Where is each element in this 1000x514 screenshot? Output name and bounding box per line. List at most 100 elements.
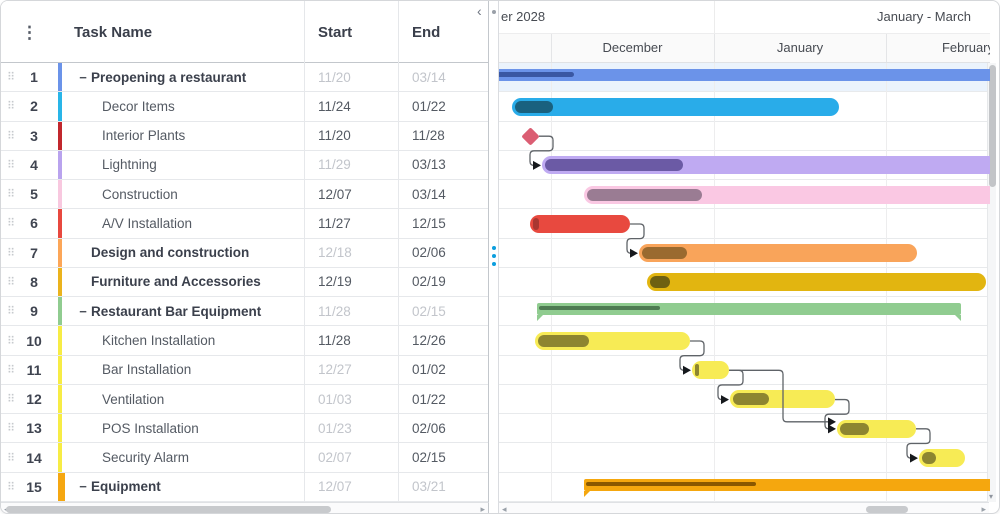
summary-taskbar[interactable] <box>584 478 990 497</box>
vertical-scroll-thumb[interactable] <box>989 65 996 187</box>
table-row[interactable]: ⠿ 1− Preopening a restaurant 11/20 03/14 <box>1 63 488 93</box>
drag-handle-icon[interactable]: ⠿ <box>7 71 15 84</box>
timeline-month-label: January <box>776 40 824 55</box>
task-name-cell: Decor Items <box>58 92 304 120</box>
summary-taskbar[interactable] <box>537 303 961 322</box>
table-row[interactable]: ⠿ 7 Design and construction 12/18 02/06 <box>1 238 488 268</box>
taskbar[interactable] <box>730 390 835 409</box>
chart-row <box>499 239 990 268</box>
drag-handle-icon[interactable]: ⠿ <box>7 364 15 377</box>
drag-handle-icon[interactable]: ⠿ <box>7 188 15 201</box>
table-row[interactable]: ⠿ 8 Furniture and Accessories 12/19 02/19 <box>1 267 488 298</box>
task-color-strip <box>58 150 62 180</box>
table-row[interactable]: ⠿ 12 Ventilation 01/03 01/22 <box>1 384 488 415</box>
taskbar[interactable] <box>919 448 965 467</box>
task-color-strip <box>58 443 62 472</box>
drag-handle-icon[interactable]: ⠿ <box>7 305 15 318</box>
taskbar[interactable] <box>639 244 917 263</box>
grid-horizontal-scrollbar[interactable]: ◂ ▸ <box>1 502 489 514</box>
column-header-end[interactable]: End <box>398 1 489 63</box>
splitter-collapse-left-icon[interactable]: ‹ <box>477 3 482 19</box>
task-name-label: Furniture and Accessories <box>91 274 261 290</box>
taskbar-progress <box>515 100 553 113</box>
column-header-start[interactable]: Start <box>304 1 398 63</box>
drag-handle-icon[interactable]: ⠿ <box>7 452 15 465</box>
start-date-cell: 11/27 <box>304 209 398 238</box>
table-row[interactable]: ⠿ 6 A/V Installation 11/27 12/15 <box>1 209 488 239</box>
taskbar[interactable] <box>512 97 839 116</box>
drag-handle-icon[interactable]: ⠿ <box>7 481 15 494</box>
task-name-cell: Construction <box>58 180 304 208</box>
scroll-down-icon[interactable]: ▾ <box>989 492 994 501</box>
taskbar-progress <box>538 334 589 347</box>
task-name-label: Interior Plants <box>102 128 186 144</box>
collapse-row-icon[interactable]: − <box>79 303 87 319</box>
end-date-cell: 12/15 <box>398 209 488 238</box>
table-row[interactable]: ⠿ 4 Lightning 11/29 03/13 <box>1 150 488 181</box>
grid-scroll-thumb[interactable] <box>6 506 331 513</box>
task-name-label: Design and construction <box>91 245 250 261</box>
drag-handle-icon[interactable]: ⠿ <box>7 393 15 406</box>
chart-row <box>499 92 990 122</box>
end-date-cell: 02/19 <box>398 267 488 297</box>
drag-handle-icon[interactable]: ⠿ <box>7 217 15 230</box>
row-number: 1 <box>30 69 38 86</box>
taskbar[interactable] <box>837 419 916 438</box>
table-row[interactable]: ⠿ 5 Construction 12/07 03/14 <box>1 180 488 210</box>
taskbar-progress <box>587 188 702 201</box>
timeline-range-label: er 2028 <box>501 9 546 24</box>
taskbar[interactable] <box>692 361 729 380</box>
table-row[interactable]: ⠿ 3 Interior Plants 11/20 11/28 <box>1 121 488 151</box>
scroll-right-icon[interactable]: ▸ <box>981 504 986 514</box>
start-date-cell: 11/29 <box>304 150 398 180</box>
table-row[interactable]: ⠿ 11 Bar Installation 12/27 01/02 <box>1 355 488 385</box>
table-row[interactable]: ⠿ 10 Kitchen Installation 11/28 12/26 <box>1 326 488 356</box>
taskbar[interactable] <box>530 214 630 233</box>
row-number: 6 <box>30 215 38 232</box>
chart-row <box>499 326 990 356</box>
row-number: 14 <box>26 449 42 466</box>
splitter-grip[interactable] <box>491 246 496 270</box>
chart-body <box>499 63 990 502</box>
taskbar[interactable] <box>542 156 990 175</box>
drag-handle-icon[interactable]: ⠿ <box>7 130 15 143</box>
summary-taskbar[interactable] <box>499 69 990 81</box>
chart-scroll-thumb[interactable] <box>866 506 908 513</box>
row-number: 9 <box>30 303 38 320</box>
drag-handle-icon[interactable]: ⠿ <box>7 159 15 172</box>
taskbar[interactable] <box>584 185 990 204</box>
scroll-right-icon[interactable]: ▸ <box>480 504 485 514</box>
scroll-left-icon[interactable]: ◂ <box>502 504 507 514</box>
chart-panel: er 2028 January - March December January Fe… <box>498 1 999 502</box>
task-name-label: Ventilation <box>102 391 165 407</box>
drag-handle-icon[interactable]: ⠿ <box>7 276 15 289</box>
table-row[interactable]: ⠿ 13 POS Installation 01/23 02/06 <box>1 414 488 444</box>
collapse-row-icon[interactable]: − <box>79 69 87 85</box>
drag-handle-icon[interactable]: ⠿ <box>7 100 15 113</box>
drag-handle-icon[interactable]: ⠿ <box>7 422 15 435</box>
timeline-divider <box>714 1 715 33</box>
start-date-cell: 12/07 <box>304 180 398 209</box>
table-row[interactable]: ⠿ 9− Restaurant Bar Equipment 11/28 02/15 <box>1 297 488 327</box>
collapse-row-icon[interactable]: − <box>79 479 87 495</box>
drag-handle-icon[interactable]: ⠿ <box>7 335 15 348</box>
table-row[interactable]: ⠿ 14 Security Alarm 02/07 02/15 <box>1 443 488 473</box>
task-name-cell: Design and construction <box>58 239 304 267</box>
row-number: 2 <box>30 98 38 115</box>
chart-vertical-scrollbar[interactable]: ▾ <box>987 63 996 502</box>
chart-horizontal-scrollbar[interactable]: ◂ ▸ <box>498 502 989 514</box>
table-row[interactable]: ⠿ 2 Decor Items 11/24 01/22 <box>1 92 488 122</box>
timeline-month-tier: December January February <box>499 34 990 63</box>
taskbar[interactable] <box>647 273 986 292</box>
chart-row <box>499 151 990 181</box>
splitter[interactable]: ‹ › <box>477 1 510 513</box>
taskbar[interactable] <box>535 331 690 350</box>
drag-handle-icon[interactable]: ⠿ <box>7 247 15 260</box>
table-row[interactable]: ⠿ 15− Equipment 12/07 03/21 <box>1 472 488 502</box>
task-name-cell: Security Alarm <box>58 443 304 471</box>
column-menu-icon[interactable]: ⋮ <box>21 22 38 42</box>
column-header-task-name[interactable]: Task Name <box>74 23 153 41</box>
grid-body: ⠿ 1− Preopening a restaurant 11/20 03/14 ⠿ 2 De… <box>1 63 488 502</box>
grid-header: ⋮ Task Name Start End <box>1 1 488 63</box>
chart-row <box>499 356 990 385</box>
